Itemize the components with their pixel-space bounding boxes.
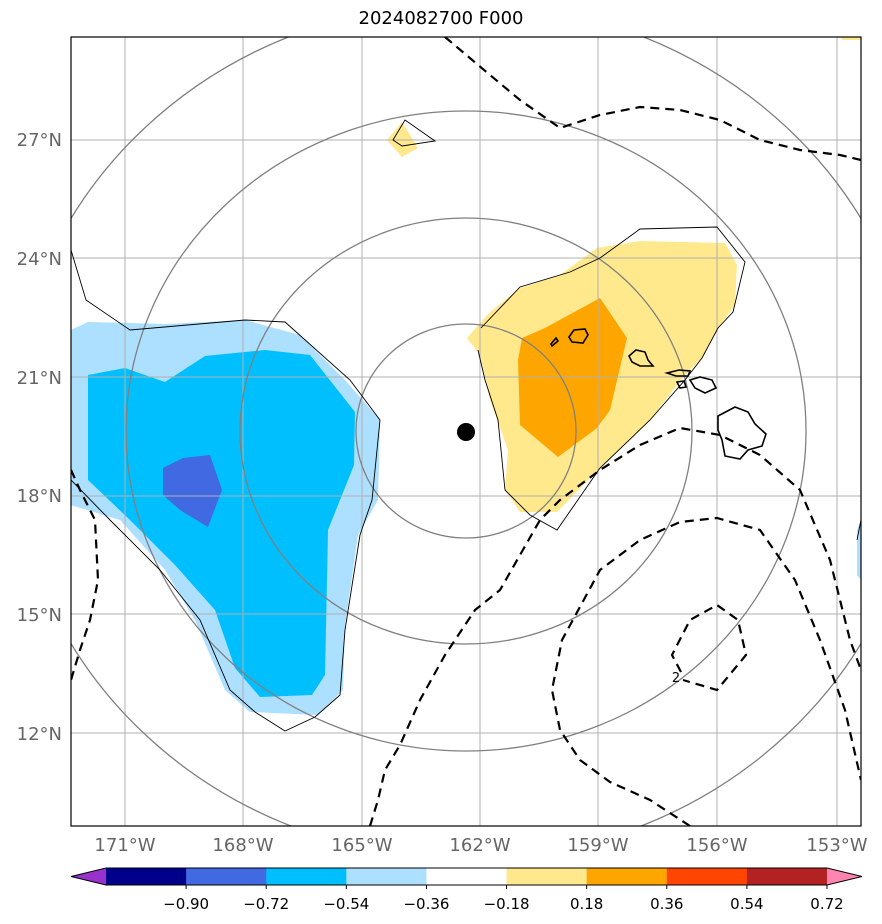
- colorbar-segment: [586, 868, 668, 885]
- colorbar-segment: [746, 868, 828, 885]
- lon-label-153w: 153°W: [806, 835, 867, 856]
- colorbar: −0.90 −0.72 −0.54 −0.36 −0.18 0.18 0.36 0.54 0.7…: [70, 867, 863, 913]
- colorbar-tick-label: −0.36: [403, 895, 449, 913]
- region-outlines: [71, 119, 861, 732]
- negative-anomaly-mid: [88, 350, 355, 697]
- latitude-labels: 27°N 24°N 21°N 18°N 15°N 12°N: [17, 130, 62, 745]
- lat-label-18n: 18°N: [17, 486, 62, 507]
- lon-label-165w: 165°W: [331, 835, 392, 856]
- colorbar-segment: [666, 868, 748, 885]
- colorbar-extend-min: [71, 868, 106, 885]
- lon-label-162w: 162°W: [449, 835, 510, 856]
- edge-positive-patch: [840, 37, 861, 40]
- colorbar-segment: [106, 868, 187, 885]
- colorbar-tick-label: 0.72: [810, 895, 843, 913]
- contour-label: 2: [672, 671, 680, 686]
- coastlines: [550, 328, 767, 460]
- colorbar-segment: [186, 868, 267, 885]
- storm-center-marker: [457, 423, 475, 441]
- distance-rings: [71, 37, 861, 826]
- colorbar-outline: [70, 867, 863, 886]
- map-frame: [70, 36, 862, 827]
- lat-label-21n: 21°N: [17, 368, 62, 389]
- lon-label-168w: 168°W: [212, 835, 273, 856]
- gridlines: [71, 37, 861, 826]
- colorbar-tick-label: −0.54: [323, 895, 369, 913]
- lat-label-24n: 24°N: [17, 249, 62, 270]
- lat-label-15n: 15°N: [17, 605, 62, 626]
- negative-anomaly-strong: [163, 455, 222, 527]
- lon-label-171w: 171°W: [94, 835, 155, 856]
- lon-label-156w: 156°W: [686, 835, 747, 856]
- map-area: 2: [71, 37, 861, 826]
- dashed-contours: [71, 37, 861, 826]
- colorbar-segment: [346, 868, 427, 885]
- colorbar-tick-label: 0.54: [730, 895, 763, 913]
- colorbar-tick-label: −0.90: [163, 895, 209, 913]
- colorbar-segment: [266, 868, 347, 885]
- colorbar-tick-label: −0.18: [484, 895, 530, 913]
- map-title: 2024082700 F000: [358, 8, 524, 29]
- anomaly-shading: [71, 37, 861, 715]
- colorbar-segment: [426, 868, 508, 885]
- colorbar-tick-label: 0.18: [570, 895, 603, 913]
- lat-label-12n: 12°N: [17, 724, 62, 745]
- lon-label-159w: 159°W: [567, 835, 628, 856]
- colorbar-tick-label: 0.36: [650, 895, 683, 913]
- colorbar-extend-max: [827, 868, 862, 885]
- colorbar-segment: [506, 868, 588, 885]
- lat-label-27n: 27°N: [17, 130, 62, 151]
- longitude-labels: 171°W 168°W 165°W 162°W 159°W 156°W 153°…: [94, 835, 867, 856]
- colorbar-tick-label: −0.72: [243, 895, 289, 913]
